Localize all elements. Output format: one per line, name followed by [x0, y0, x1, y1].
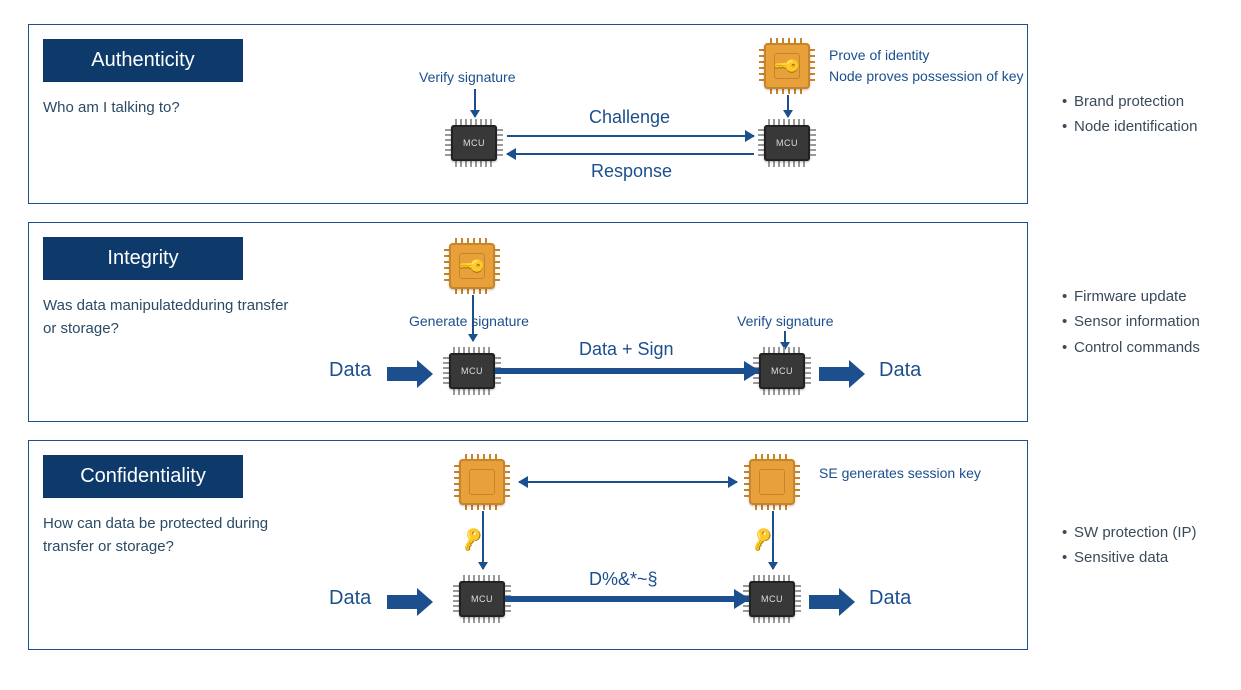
- mcu-left-auth: MCU: [451, 125, 497, 161]
- label-challenge: Challenge: [589, 107, 670, 128]
- big-arrow-out-conf: [809, 588, 855, 616]
- secure-element-conf-left: [459, 459, 505, 505]
- label-verify-signature: Verify signature: [419, 69, 516, 85]
- arrow-conf-down-right: [772, 511, 774, 569]
- side-integrity: Firmware update Sensor information Contr…: [1028, 222, 1213, 422]
- title-integrity: Integrity: [43, 237, 243, 280]
- arrow-se-exchange: [519, 481, 737, 483]
- label-verify-int: Verify signature: [737, 313, 834, 329]
- arrow-challenge: [507, 135, 754, 137]
- label-encrypted: D%&*~§: [589, 569, 658, 590]
- mcu-right-int: MCU: [759, 353, 805, 389]
- label-gen-sig: Generate signature: [409, 313, 529, 329]
- big-arrow-out-int: [819, 360, 865, 388]
- label-se-session: SE generates session key: [819, 463, 981, 484]
- title-confidentiality: Confidentiality: [43, 455, 243, 498]
- question-confidentiality: How can data be protected during transfe…: [43, 513, 293, 558]
- side-authenticity: Brand protection Node identification: [1028, 24, 1213, 204]
- bullet-nodeid: Node identification: [1062, 114, 1197, 140]
- bullet-control: Control commands: [1062, 335, 1200, 361]
- bullet-brand: Brand protection: [1062, 89, 1197, 115]
- question-authenticity: Who am I talking to?: [43, 97, 180, 120]
- bullet-sw: SW protection (IP): [1062, 520, 1197, 546]
- panel-authenticity: Authenticity Who am I talking to? Verify…: [28, 24, 1028, 204]
- label-response: Response: [591, 161, 672, 182]
- secure-element-conf-right: [749, 459, 795, 505]
- panel-integrity: Integrity Was data manipulatedduring tra…: [28, 222, 1028, 422]
- secure-element-integrity: 🔑: [449, 243, 495, 289]
- label-data-in-int: Data: [329, 359, 371, 382]
- arrow-se-down-auth: [787, 95, 789, 117]
- title-authenticity: Authenticity: [43, 39, 243, 82]
- label-data-in-conf: Data: [329, 587, 371, 610]
- panel-confidentiality: Confidentiality How can data be protecte…: [28, 440, 1028, 650]
- mcu-right-conf: MCU: [749, 581, 795, 617]
- mcu-left-int: MCU: [449, 353, 495, 389]
- label-data-sign: Data + Sign: [579, 339, 674, 360]
- bullet-sensitive: Sensitive data: [1062, 545, 1197, 571]
- row-integrity: Integrity Was data manipulatedduring tra…: [28, 222, 1213, 422]
- bullet-sensor: Sensor information: [1062, 309, 1200, 335]
- row-authenticity: Authenticity Who am I talking to? Verify…: [28, 24, 1213, 204]
- mcu-left-conf: MCU: [459, 581, 505, 617]
- side-confidentiality: SW protection (IP) Sensitive data: [1028, 440, 1213, 650]
- mcu-right-auth: MCU: [764, 125, 810, 161]
- secure-element-auth: 🔑: [764, 43, 810, 89]
- label-identity: Prove of identity Node proves possession…: [829, 45, 1024, 87]
- arrow-gen-down: [472, 295, 474, 341]
- arrow-verify-down: [474, 89, 476, 117]
- arrow-encrypted: [505, 596, 749, 602]
- label-data-out-conf: Data: [869, 587, 911, 610]
- label-data-out-int: Data: [879, 359, 921, 382]
- arrow-conf-down-left: [482, 511, 484, 569]
- big-arrow-in-int: [387, 360, 433, 388]
- arrow-response: [507, 153, 754, 155]
- question-integrity: Was data manipulatedduring transfer or s…: [43, 295, 293, 340]
- row-confidentiality: Confidentiality How can data be protecte…: [28, 440, 1213, 650]
- arrow-data-sign: [495, 368, 759, 374]
- big-arrow-in-conf: [387, 588, 433, 616]
- bullet-firmware: Firmware update: [1062, 284, 1200, 310]
